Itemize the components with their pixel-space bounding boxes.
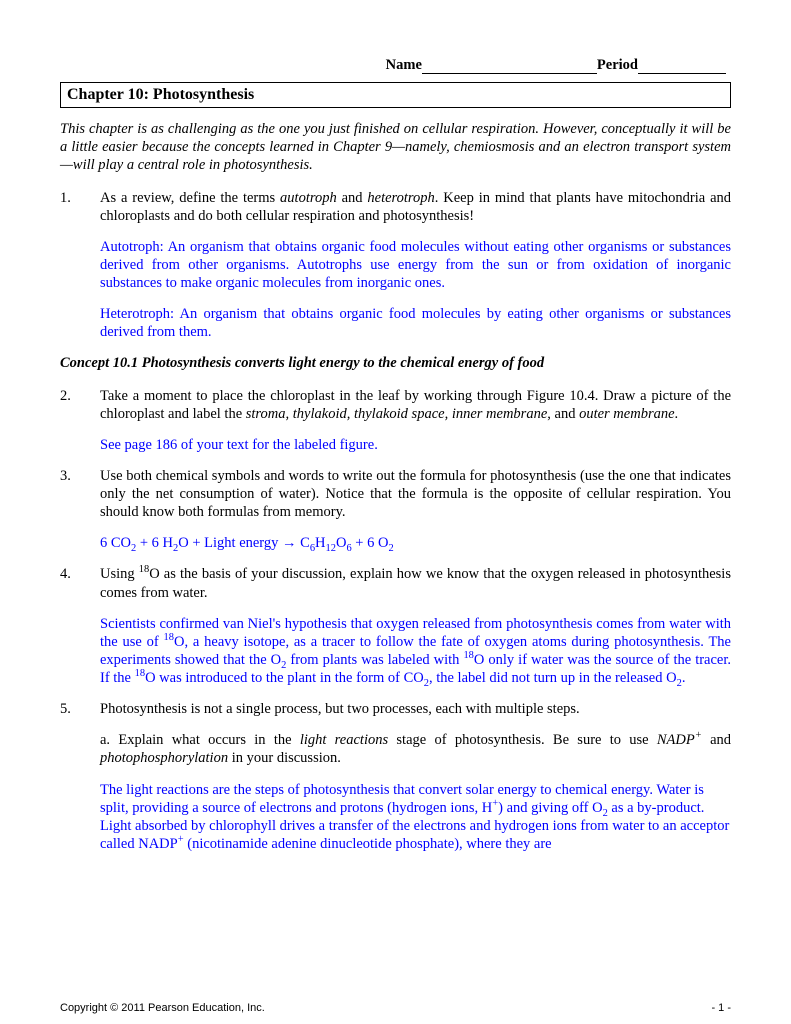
q2-prompt: Take a moment to place the chloroplast i… <box>100 387 731 423</box>
question-1: 1. As a review, define the terms autotro… <box>60 189 731 342</box>
q2-answer: See page 186 of your text for the labele… <box>100 436 731 454</box>
header-line: Name Period <box>60 56 731 74</box>
chapter-title-box: Chapter 10: Photosynthesis <box>60 82 731 108</box>
q1-prompt: As a review, define the terms autotroph … <box>100 189 731 225</box>
q1-answer-autotroph: Autotroph: An organism that obtains orga… <box>100 238 731 292</box>
chapter-title: Chapter 10: Photosynthesis <box>67 86 254 103</box>
q4-answer: Scientists confirmed van Niel's hypothes… <box>100 615 731 688</box>
concept-heading-10-1: Concept 10.1 Photosynthesis converts lig… <box>60 354 731 372</box>
question-5: 5. Photosynthesis is not a single proces… <box>60 700 731 853</box>
q3-prompt: Use both chemical symbols and words to w… <box>100 467 731 521</box>
q2-number: 2. <box>60 387 78 454</box>
q1-number: 1. <box>60 189 78 342</box>
name-blank[interactable] <box>422 60 597 75</box>
name-label: Name <box>386 57 422 73</box>
question-3: 3. Use both chemical symbols and words t… <box>60 467 731 553</box>
chapter-intro: This chapter is as challenging as the on… <box>60 120 731 174</box>
q5-sub-a: a. Explain what occurs in the light reac… <box>100 731 731 767</box>
page-number: - 1 - <box>711 1002 731 1016</box>
page-footer: Copyright © 2011 Pearson Education, Inc.… <box>60 1002 731 1016</box>
q1-answer-heterotroph: Heterotroph: An organism that obtains or… <box>100 305 731 341</box>
period-blank[interactable] <box>638 60 726 75</box>
period-label: Period <box>597 57 638 73</box>
q3-formula: 6 CO2 + 6 H2O + Light energy → C6H12O6 +… <box>100 534 731 552</box>
q4-number: 4. <box>60 565 78 687</box>
copyright-text: Copyright © 2011 Pearson Education, Inc. <box>60 1002 265 1016</box>
question-4: 4. Using 18O as the basis of your discus… <box>60 565 731 687</box>
question-2: 2. Take a moment to place the chloroplas… <box>60 387 731 454</box>
q5-number: 5. <box>60 700 78 853</box>
q5-prompt: Photosynthesis is not a single process, … <box>100 700 731 718</box>
q4-prompt: Using 18O as the basis of your discussio… <box>100 565 731 601</box>
q5-answer: The light reactions are the steps of pho… <box>100 781 731 854</box>
q3-number: 3. <box>60 467 78 553</box>
